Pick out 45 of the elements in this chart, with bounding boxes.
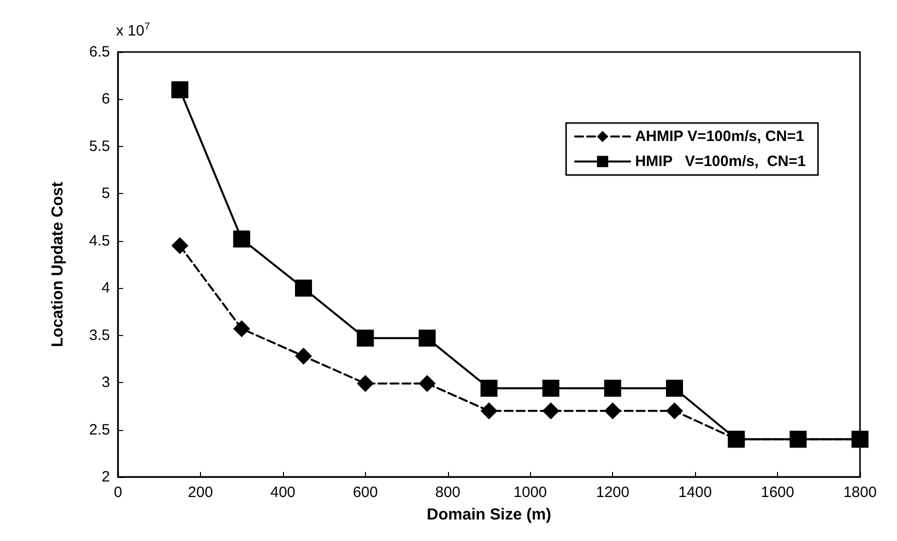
point xyxy=(233,230,250,248)
point xyxy=(604,380,622,397)
point xyxy=(728,430,745,448)
x-tick-label: 1400 xyxy=(678,484,712,501)
x-tick-label: 1200 xyxy=(596,484,630,501)
y-tick-label: 4.5 xyxy=(89,232,110,250)
y-axis-title: Location Update Cost xyxy=(50,181,66,348)
point xyxy=(418,375,436,392)
x-tick-label: 200 xyxy=(188,484,213,501)
point xyxy=(480,380,498,397)
x-tick-label: 1800 xyxy=(843,484,877,501)
x-tick-label: 600 xyxy=(352,484,378,501)
point xyxy=(666,380,683,397)
x-tick-label: 800 xyxy=(435,484,460,501)
legend-label: HMIP V=100m/s, CN=1 xyxy=(635,153,806,170)
point xyxy=(666,402,683,420)
x-tick-label: 1000 xyxy=(514,484,547,501)
y-tick-label: 2 xyxy=(102,468,110,486)
y-tick-label: 3 xyxy=(102,374,110,392)
y-tick-label: 5 xyxy=(102,185,110,202)
y-tick-label: 2.5 xyxy=(89,421,110,438)
x-tick-label: 400 xyxy=(270,484,296,501)
point xyxy=(604,402,622,420)
point xyxy=(356,330,374,347)
x-axis-title: Domain Size (m) xyxy=(426,506,552,524)
y-tick-label: 6.5 xyxy=(89,44,110,60)
y-tick-label: 3.5 xyxy=(89,326,110,344)
point xyxy=(171,81,188,98)
x-tick-label: 1600 xyxy=(760,484,794,501)
point xyxy=(790,430,807,448)
point xyxy=(295,348,312,365)
point xyxy=(852,430,868,448)
point xyxy=(233,320,250,338)
point xyxy=(295,280,312,297)
y-tick-label: 6 xyxy=(102,90,110,108)
point xyxy=(356,375,374,392)
point xyxy=(542,380,560,397)
point xyxy=(542,402,560,420)
legend-label: AHMIP V=100m/s, CN=1 xyxy=(635,128,804,145)
point xyxy=(480,402,498,420)
y-tick-label: 5.5 xyxy=(89,138,110,155)
point xyxy=(418,330,436,347)
point xyxy=(171,237,188,254)
y-tick-label: 4 xyxy=(102,280,110,297)
x-tick-label: 0 xyxy=(114,484,122,501)
